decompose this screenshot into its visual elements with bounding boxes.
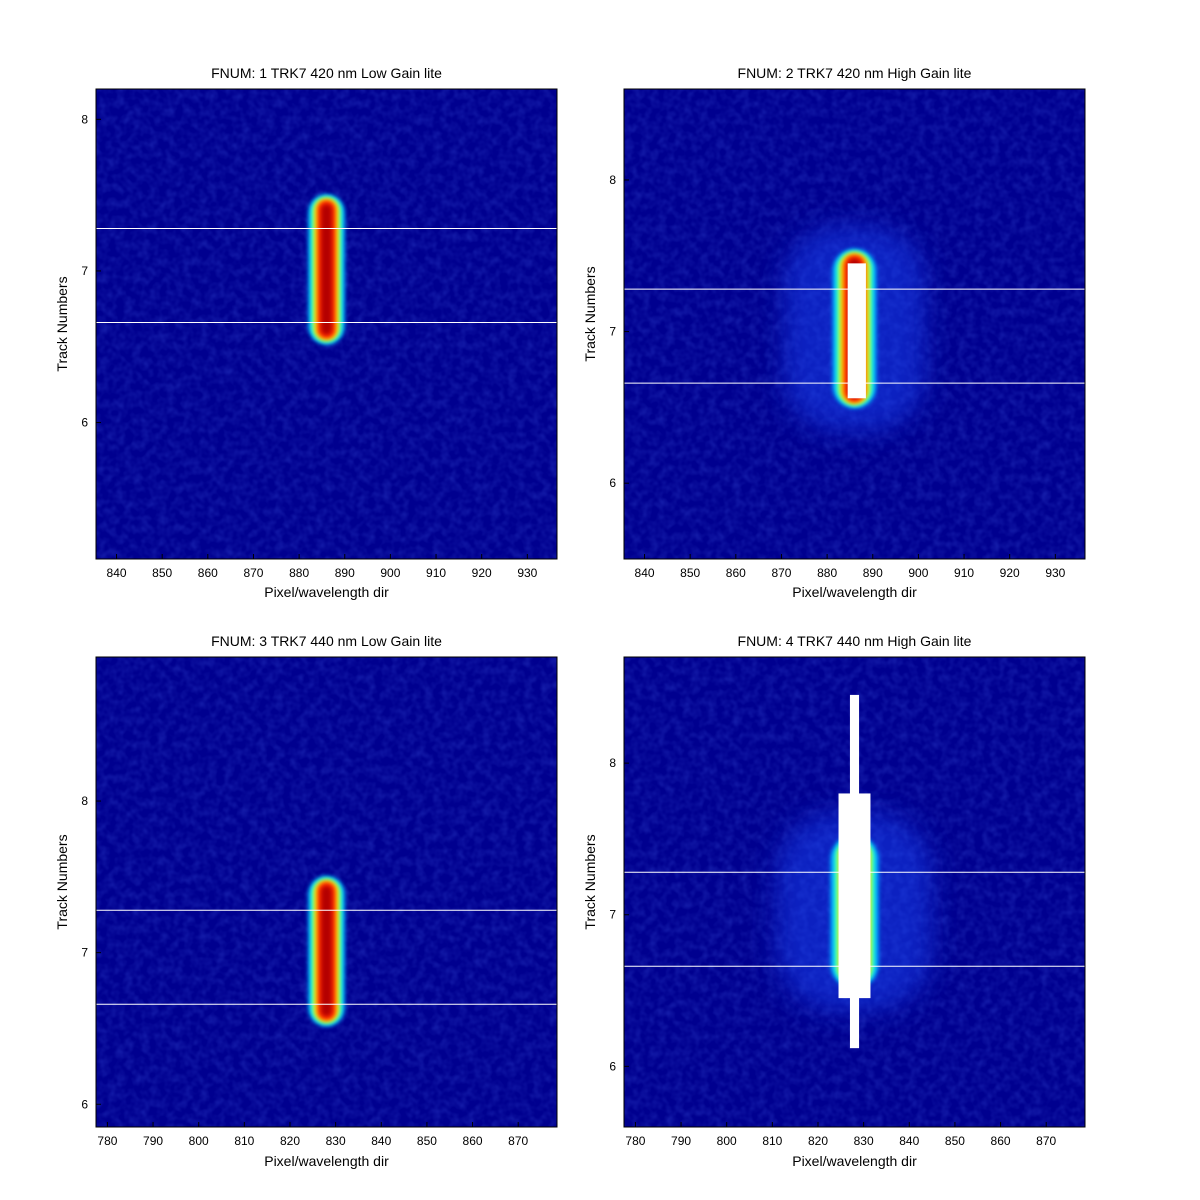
plot-area: 840 850 860 870 880 890 900 910 920 930 6 7 8 (81, 88, 558, 580)
y-tick-label: 6 (609, 1059, 616, 1073)
x-tick-label: 820 (280, 1134, 300, 1148)
x-tick-label: 780 (97, 1134, 117, 1148)
subplot-4: 780 790 800 810 820 830 840 850 860 870 6 7 8 FNUM: … (582, 633, 1086, 1169)
y-tick-label: 8 (81, 794, 88, 808)
y-tick-label: 6 (609, 476, 616, 490)
plot-title: FNUM: 2 TRK7 420 nm High Gain lite (738, 65, 972, 81)
axes-frame (95, 88, 558, 560)
x-tick-label: 840 (107, 566, 127, 580)
spot-layer (321, 885, 332, 1017)
x-tick-label: 830 (326, 1134, 346, 1148)
x-tick-label: 800 (717, 1134, 737, 1148)
x-tick-label: 890 (335, 566, 355, 580)
x-tick-label: 880 (289, 566, 309, 580)
plot-title: FNUM: 4 TRK7 440 nm High Gain lite (738, 633, 972, 649)
plot-area: 780 790 800 810 820 830 840 850 860 870 6 7 8 (81, 656, 558, 1148)
axes-frame (623, 88, 1086, 560)
x-tick-label: 820 (808, 1134, 828, 1148)
y-tick-label: 7 (609, 908, 616, 922)
x-tick-label: 880 (817, 566, 837, 580)
saturation-marker (847, 263, 866, 399)
x-axis-label: Pixel/wavelength dir (264, 1153, 389, 1169)
x-tick-label: 870 (508, 1134, 528, 1148)
x-tick-label: 900 (380, 566, 400, 580)
y-tick-label: 8 (609, 756, 616, 770)
x-tick-label: 790 (671, 1134, 691, 1148)
plot-title: FNUM: 3 TRK7 440 nm Low Gain lite (211, 633, 442, 649)
x-tick-label: 930 (517, 566, 537, 580)
x-tick-label: 860 (991, 1134, 1011, 1148)
plot-area: 840 850 860 870 880 890 900 910 920 930 6 7 8 (609, 88, 1086, 580)
x-tick-label: 830 (854, 1134, 874, 1148)
x-tick-label: 900 (908, 566, 928, 580)
x-tick-label: 800 (189, 1134, 209, 1148)
y-tick-label: 7 (609, 325, 616, 339)
y-tick-label: 6 (81, 1097, 88, 1111)
spot-layer (321, 204, 332, 335)
plot-area: 780 790 800 810 820 830 840 850 860 870 6 7 8 (609, 656, 1086, 1148)
heatmap-spot (308, 194, 345, 345)
y-tick-label: 6 (81, 416, 88, 430)
x-tick-label: 840 (371, 1134, 391, 1148)
x-tick-label: 810 (234, 1134, 254, 1148)
x-tick-label: 790 (143, 1134, 163, 1148)
y-axis-label: Track Numbers (54, 276, 70, 371)
y-tick-label: 7 (81, 264, 88, 278)
subplot-2: 840 850 860 870 880 890 900 910 920 930 6 7 8 FNUM: … (582, 65, 1086, 600)
x-tick-label: 850 (417, 1134, 437, 1148)
x-axis-label: Pixel/wavelength dir (792, 1153, 917, 1169)
x-tick-label: 910 (426, 566, 446, 580)
saturation-marker (838, 793, 871, 999)
x-tick-label: 850 (680, 566, 700, 580)
x-tick-label: 810 (762, 1134, 782, 1148)
y-axis-label: Track Numbers (582, 834, 598, 929)
axes-frame (95, 656, 558, 1128)
axes-frame (623, 656, 1086, 1128)
x-tick-label: 920 (1000, 566, 1020, 580)
x-tick-label: 850 (152, 566, 172, 580)
y-axis-label: Track Numbers (54, 834, 70, 929)
x-tick-label: 780 (625, 1134, 645, 1148)
subplot-3: 780 790 800 810 820 830 840 850 860 870 6 7 8 FNUM: … (54, 633, 558, 1169)
x-tick-label: 840 (635, 566, 655, 580)
plot-title: FNUM: 1 TRK7 420 nm Low Gain lite (211, 65, 442, 81)
subplot-1: 840 850 860 870 880 890 900 910 920 930 6 7 8 FNUM: … (54, 65, 558, 600)
x-axis-label: Pixel/wavelength dir (264, 584, 389, 600)
x-tick-label: 850 (945, 1134, 965, 1148)
x-tick-label: 920 (472, 566, 492, 580)
x-tick-label: 870 (771, 566, 791, 580)
y-tick-label: 8 (81, 112, 88, 126)
x-tick-label: 860 (726, 566, 746, 580)
x-tick-label: 860 (198, 566, 218, 580)
y-tick-label: 8 (609, 173, 616, 187)
y-axis-label: Track Numbers (582, 266, 598, 361)
x-tick-label: 870 (243, 566, 263, 580)
x-tick-label: 890 (863, 566, 883, 580)
x-tick-label: 930 (1045, 566, 1065, 580)
x-tick-label: 910 (954, 566, 974, 580)
x-axis-label: Pixel/wavelength dir (792, 584, 917, 600)
heatmap-spot (308, 875, 345, 1027)
y-tick-label: 7 (81, 946, 88, 960)
x-tick-label: 840 (899, 1134, 919, 1148)
x-tick-label: 860 (463, 1134, 483, 1148)
x-tick-label: 870 (1036, 1134, 1056, 1148)
